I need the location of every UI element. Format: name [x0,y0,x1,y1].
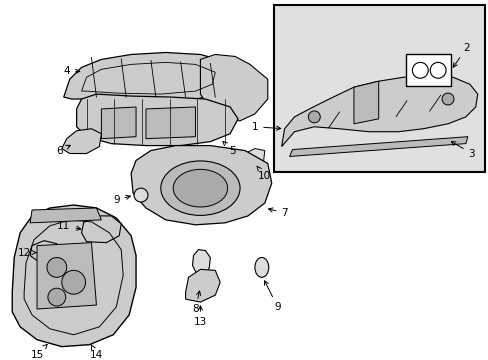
Text: 11: 11 [57,221,81,231]
Polygon shape [242,149,264,171]
Text: 9: 9 [264,281,281,312]
Ellipse shape [173,169,227,207]
Polygon shape [63,53,235,102]
Text: 13: 13 [193,306,206,327]
Circle shape [308,111,320,123]
Circle shape [47,257,66,277]
Text: 4: 4 [63,66,80,76]
Bar [406,54,450,86]
Circle shape [48,288,65,306]
Text: 5: 5 [223,141,235,156]
Text: 3: 3 [450,141,474,158]
Ellipse shape [161,161,240,215]
Text: 10: 10 [257,166,271,181]
Polygon shape [289,137,467,157]
Polygon shape [37,243,96,309]
Circle shape [411,62,427,78]
Text: 2: 2 [452,42,469,67]
Ellipse shape [254,257,268,277]
Bar [273,5,484,172]
Polygon shape [101,107,136,139]
Polygon shape [185,269,220,302]
Text: 6: 6 [57,145,70,156]
Text: 9: 9 [113,195,130,205]
Polygon shape [131,145,271,225]
Polygon shape [30,241,59,261]
Text: 7: 7 [268,208,287,218]
Text: 14: 14 [90,344,103,360]
Polygon shape [61,129,101,153]
Circle shape [441,93,453,105]
Polygon shape [145,107,195,139]
Polygon shape [12,205,136,347]
Polygon shape [200,54,267,121]
Polygon shape [281,75,477,147]
Text: 12: 12 [18,248,36,257]
Polygon shape [30,208,101,223]
Polygon shape [192,249,210,282]
Polygon shape [77,94,238,145]
Text: 15: 15 [30,345,47,360]
Polygon shape [81,216,121,243]
Circle shape [134,188,148,202]
Polygon shape [353,81,378,124]
Circle shape [61,270,85,294]
Circle shape [429,62,445,78]
Text: 8: 8 [192,291,200,314]
Text: 1: 1 [251,122,280,132]
